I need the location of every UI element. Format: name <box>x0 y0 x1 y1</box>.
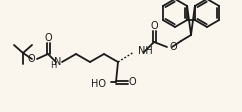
Text: O: O <box>128 77 136 87</box>
Text: HO: HO <box>91 79 106 89</box>
Text: N: N <box>54 57 61 67</box>
Text: O: O <box>169 42 177 52</box>
Text: O: O <box>44 33 52 43</box>
Text: NH: NH <box>138 46 153 56</box>
Text: H: H <box>50 61 56 70</box>
Text: O: O <box>27 54 35 64</box>
Text: O: O <box>150 21 158 31</box>
